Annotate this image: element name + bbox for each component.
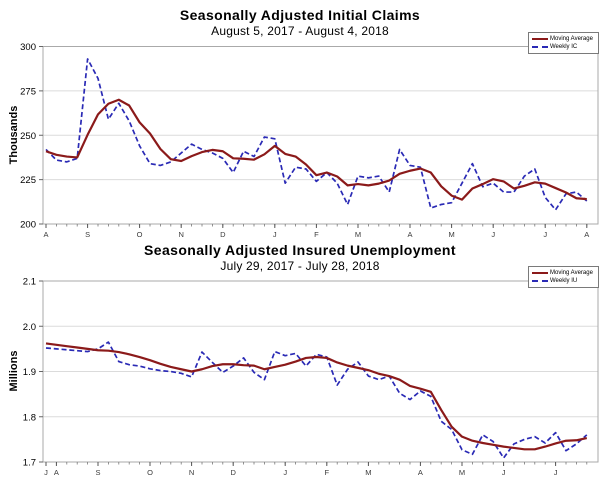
moving-average-line-swatch	[532, 272, 548, 274]
month-label: M	[459, 468, 465, 477]
month-label: J	[44, 468, 48, 477]
month-label: O	[137, 230, 143, 239]
moving-average-line-swatch	[532, 38, 548, 40]
y-tick-label: 1.7	[23, 458, 36, 469]
legend-row-weekly-ic: Weekly IC	[532, 43, 597, 51]
month-label: J	[273, 230, 277, 239]
y-tick-label: 1.9	[23, 367, 36, 378]
insured-unemployment-legend: Moving Average Weekly IU	[528, 266, 599, 288]
month-label: A	[407, 230, 412, 239]
y-tick-label: 2.1	[23, 277, 36, 288]
insured-unemployment-date-range: July 29, 2017 - July 28, 2018	[220, 259, 380, 273]
month-label: A	[43, 230, 48, 239]
y-tick-label: 275	[20, 86, 36, 97]
month-label: J	[554, 468, 558, 477]
month-label: J	[502, 468, 506, 477]
weekly-iu-line-swatch	[532, 280, 548, 282]
series-line-moving-average	[45, 342, 588, 451]
chart-1-plot: 2.12.01.91.81.7J A S O N D J F M A M J J	[23, 277, 599, 477]
series-line-weekly-iu	[45, 341, 588, 459]
legend-row-moving-average: Moving Average	[532, 269, 597, 277]
month-label: F	[314, 230, 319, 239]
insured-unemployment-title: Seasonally Adjusted Insured Unemployment	[144, 242, 456, 258]
y-tick-label: 300	[20, 42, 36, 53]
month-label: S	[85, 230, 90, 239]
legend-label-moving-average: Moving Average	[550, 270, 593, 276]
series-line-moving-average	[45, 98, 587, 201]
initial-claims-legend: Moving Average Weekly IC	[528, 32, 599, 54]
month-label: D	[230, 468, 236, 477]
legend-row-moving-average: Moving Average	[532, 35, 597, 43]
month-label: S	[95, 468, 100, 477]
legend-label-moving-average: Moving Average	[550, 36, 593, 42]
month-label: M	[448, 230, 454, 239]
y-tick-label: 1.8	[23, 412, 36, 423]
weekly-ic-line-swatch	[532, 46, 548, 48]
y-tick-label: 250	[20, 131, 36, 142]
month-label: A	[54, 468, 59, 477]
month-label: D	[220, 230, 226, 239]
month-label: F	[325, 468, 330, 477]
month-label: M	[365, 468, 371, 477]
initial-claims-title: Seasonally Adjusted Initial Claims	[179, 7, 421, 23]
month-label: O	[147, 468, 153, 477]
month-label: J	[491, 230, 495, 239]
month-label: M	[355, 230, 361, 239]
initial-claims-date-range: August 5, 2017 - August 4, 2018	[211, 24, 389, 38]
month-label: N	[189, 468, 194, 477]
legend-row-weekly-iu: Weekly IU	[532, 277, 597, 285]
month-label: A	[584, 230, 589, 239]
legend-label-weekly-iu: Weekly IU	[550, 278, 578, 284]
y-tick-label: 200	[20, 220, 36, 231]
y-tick-label: 225	[20, 175, 36, 186]
month-label: N	[178, 230, 183, 239]
month-label: J	[283, 468, 287, 477]
chart-0-plot: 300 275 250 225 200 A S O N D J F M A M J J A	[20, 42, 599, 239]
series-line-weekly-ic	[45, 58, 588, 211]
month-label: A	[418, 468, 423, 477]
y-tick-label: 2.0	[23, 322, 36, 333]
legend-label-weekly-ic: Weekly IC	[550, 44, 578, 50]
month-label: J	[543, 230, 547, 239]
